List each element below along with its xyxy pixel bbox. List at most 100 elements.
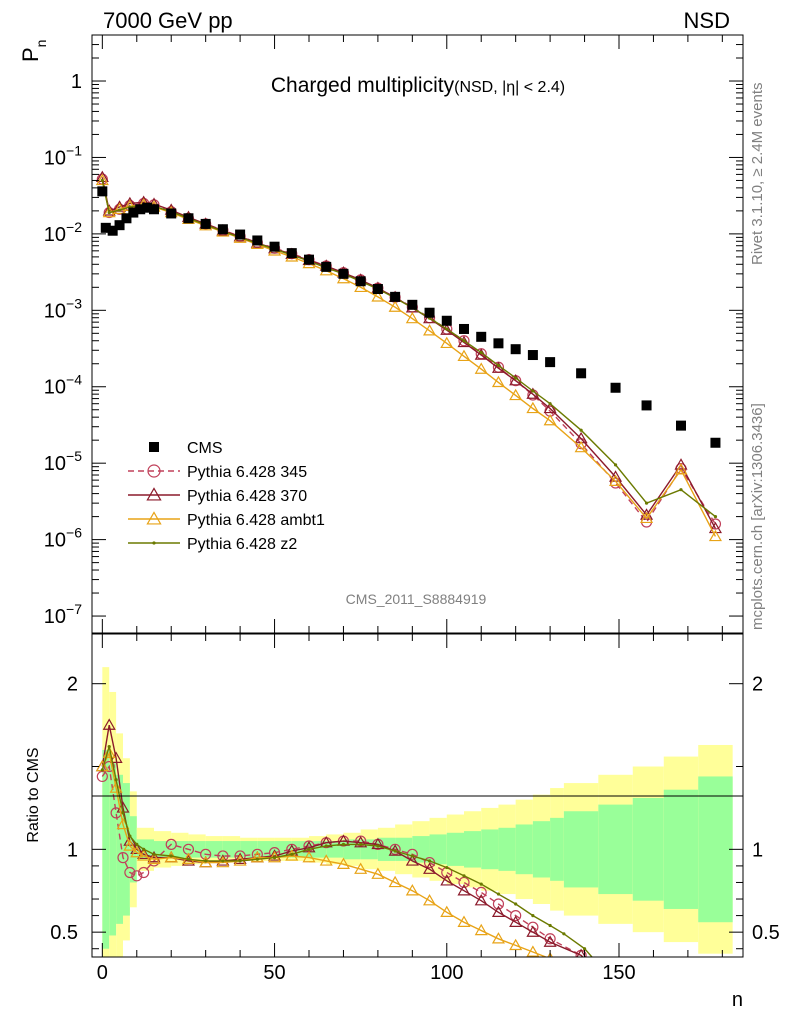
data-point [509,388,523,401]
data-point [545,357,556,368]
ratio-plot-series [95,718,596,962]
main-plot-frame [91,34,744,634]
ratio-point [359,842,363,846]
ratio-point [250,850,264,863]
ratio-point [165,838,177,850]
ratio-point [307,847,311,851]
ratio-point [96,770,108,783]
ratio-point [410,854,414,858]
ratio-point [123,839,137,851]
ratio-plot-frame [91,633,744,958]
ratio-point [576,948,586,957]
ratio-line [101,751,548,957]
ratio-point [510,909,522,922]
ratio-point [186,857,191,861]
inner-band-bin [464,831,482,868]
data-point [235,229,246,240]
ratio-point [102,718,116,730]
ratio-point [272,856,277,860]
ratio-point [142,847,146,851]
ratio-point [100,768,104,772]
ratio-point [423,862,437,874]
ratio-point [238,859,242,863]
ratio-point [103,760,115,773]
ratio-point [593,959,596,962]
data-point [676,420,686,431]
ratio-point [475,886,487,899]
data-point [610,382,621,393]
inner-band-bin [563,811,599,888]
ratio-point [479,882,483,886]
rivet-version-label: Rivet 3.1.10, ≥ 2.4M events [749,83,766,266]
x-axis-label: n [732,989,743,1011]
ratio-point [354,835,368,848]
series-pythia-6-428-ambt1 [95,173,722,542]
data-point [713,515,718,519]
inner-band-bin [188,841,206,858]
ratio-point [526,945,540,957]
data-point [100,178,104,183]
ratio-point [582,947,587,951]
data-point [269,241,280,252]
y-axis-label-main: Pn [18,40,49,62]
ratio-point [138,866,150,879]
chart-title: Charged multiplicity(NSD, |η| < 2.4) [271,74,565,97]
data-point [440,336,454,349]
x-tick-label: 100 [430,962,463,984]
ratio-point [216,855,230,868]
legend-label: Pythia 6.428 ambt1 [187,512,325,529]
ratio-point [531,913,535,918]
data-point [479,350,483,355]
ratio-point [324,844,328,848]
legend-label: Pythia 6.428 370 [187,488,307,505]
main-plot-series [95,170,722,542]
data-point [286,248,297,259]
legend-marker [149,442,159,452]
ratio-point [376,844,380,848]
data-point [514,376,518,380]
ratio-point [302,850,316,863]
data-point [407,299,418,310]
legend-marker [146,487,162,501]
ratio-point [474,923,488,936]
inner-band-bin [154,841,172,858]
legend-entry-pythia-6-428-345: Pythia 6.428 345 [128,464,307,481]
ratio-point [169,854,173,858]
ratio-y-tick-label-left: 0.5 [50,922,78,944]
legend-entry-pythia-6-428-z2: Pythia 6.428 z2 [128,536,297,553]
ratio-series-pythia-6-428-z2 [100,745,596,962]
inner-band-bin [663,789,699,909]
data-point [114,220,125,231]
ratio-point [221,859,225,863]
series-line [101,180,717,537]
ratio-series-pythia-6-428-ambt1 [95,746,553,957]
ratio-point [543,935,557,947]
y-tick-label: 10−3 [44,295,82,322]
data-point [372,284,383,295]
data-point [543,401,557,414]
data-point [491,375,505,388]
data-point [493,338,504,349]
ratio-point [440,905,454,918]
y-tick-label: 10−4 [44,372,82,399]
analysis-id: CMS_2011_S8884919 [346,591,487,607]
ratio-point [474,893,488,906]
data-point [405,311,419,324]
data-point [459,323,469,334]
data-point [576,368,587,379]
inner-band-bin [326,841,344,858]
series-line [101,177,717,529]
data-point [674,463,688,475]
legend-entry-pythia-6-428-ambt1: Pythia 6.428 ambt1 [128,511,325,529]
ratio-point [427,859,432,863]
ratio-point [388,875,402,888]
ratio-y-tick-label-left: 1 [67,839,78,861]
ratio-point [440,874,454,886]
data-point [135,204,146,215]
data-point [371,290,385,302]
data-point [579,428,583,432]
ratio-point [336,857,350,869]
data-point [321,261,332,272]
legend-marker [146,511,162,525]
ratio-point [405,854,419,866]
